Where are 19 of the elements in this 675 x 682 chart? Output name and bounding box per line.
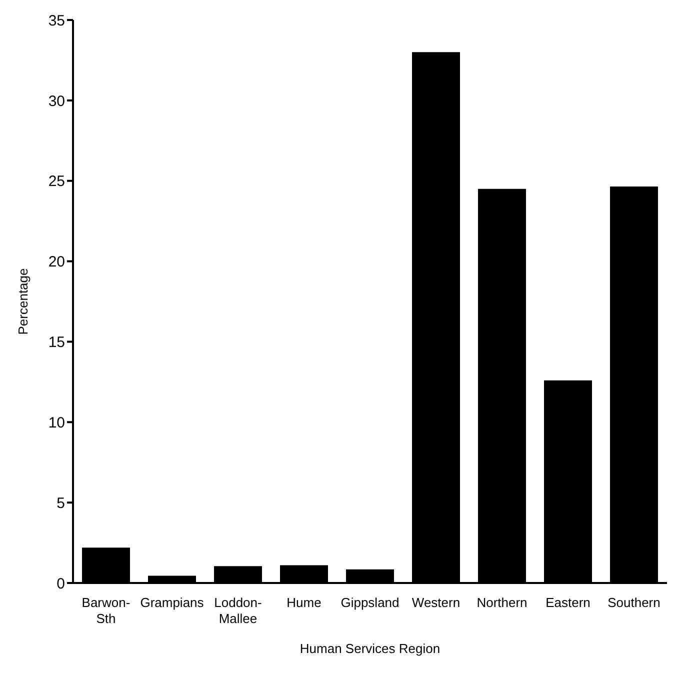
x-tick-label: Grampians — [140, 595, 204, 610]
x-tick-label: Barwon-Sth — [82, 595, 130, 626]
x-axis-title: Human Services Region — [300, 641, 440, 656]
y-tick-label: 15 — [48, 334, 65, 352]
y-tick-label: 30 — [48, 92, 65, 110]
x-tick-label: Hume — [286, 595, 322, 610]
y-tick-label: 10 — [48, 414, 65, 432]
x-tick-label: Eastern — [546, 595, 590, 610]
x-tick-label: Gippsland — [340, 595, 400, 610]
x-tick-label: Northern — [476, 595, 528, 610]
x-tick-label: Western — [412, 595, 460, 610]
y-tick-label: 0 — [56, 575, 65, 592]
x-tick-label: Loddon-Mallee — [214, 595, 262, 626]
x-tick-label: Southern — [608, 595, 660, 610]
y-tick-label: 5 — [56, 494, 65, 512]
y-tick-label: 25 — [48, 173, 65, 190]
y-tick-label: 35 — [48, 12, 65, 30]
y-axis-title: Percentage — [16, 268, 31, 335]
y-tick-label: 20 — [48, 254, 65, 271]
